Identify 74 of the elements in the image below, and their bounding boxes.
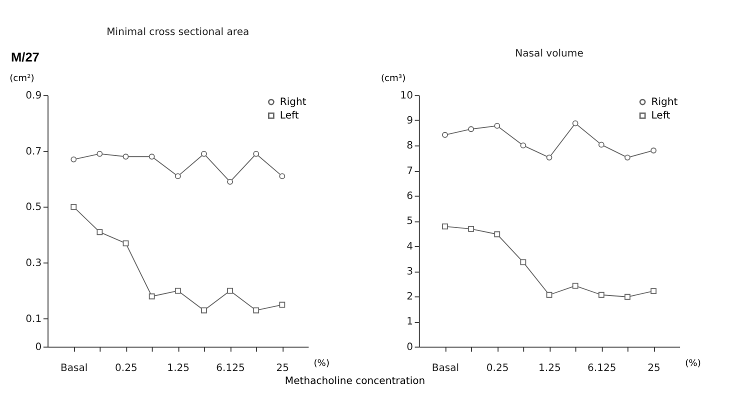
text: M/27: [10, 49, 40, 64]
y-tick-label: 3: [406, 266, 413, 278]
point: [122, 154, 129, 160]
point: [279, 302, 286, 308]
x-tick-label: 1.25: [167, 362, 190, 374]
point: [650, 288, 657, 294]
x-tick-label: 6.125: [216, 362, 245, 374]
point: [227, 178, 234, 185]
point: [598, 292, 604, 298]
point: [174, 288, 181, 294]
y-tick-label: 0: [406, 342, 413, 353]
point: [201, 150, 207, 157]
x-axis-title: Methacholine concentration: [284, 376, 426, 388]
y-tick-label: 5: [406, 216, 413, 228]
point: [546, 292, 552, 298]
chart-title: Nasal volume: [515, 48, 584, 60]
chart-title: Minimal cross sectional area: [106, 26, 250, 38]
point: [494, 122, 500, 129]
x-tick-label: 25: [276, 362, 290, 374]
text: (%): [685, 358, 701, 369]
y-tick-label: 0.7: [26, 146, 42, 158]
y-tick-label: 7: [406, 166, 413, 177]
y-axis-title: (cm²): [10, 74, 34, 84]
y-tick-label: 0.9: [26, 90, 42, 102]
y-tick-label: 9: [406, 116, 413, 127]
x-tick-label: Basal: [432, 362, 460, 374]
point: [148, 154, 155, 160]
point: [468, 226, 474, 232]
x-tick-label: 1.25: [538, 362, 561, 374]
point: [70, 204, 77, 210]
y-tick-label: 0.5: [26, 202, 42, 214]
y-tick-label: 10: [400, 90, 413, 102]
point: [520, 259, 526, 266]
point: [624, 154, 630, 160]
y-tick-label: 6: [406, 190, 413, 202]
y-tick-label: 2: [406, 292, 413, 303]
point: [227, 288, 234, 294]
y-tick-label: 0.3: [26, 258, 42, 270]
legend-label: Right: [651, 96, 678, 108]
point: [96, 150, 103, 157]
point: [253, 150, 260, 157]
legend-label: Right: [280, 96, 306, 108]
legend-label: Left: [651, 110, 670, 122]
point: [598, 142, 604, 148]
point: [148, 293, 155, 300]
x-tick-label: 0.25: [115, 362, 138, 374]
y-axis-title: (cm³): [380, 74, 406, 84]
point: [546, 154, 552, 160]
y-tick-label: 4: [406, 241, 413, 252]
point: [442, 223, 448, 230]
point: [468, 126, 474, 132]
point: [253, 307, 260, 314]
x-tick-label: 25: [648, 362, 660, 374]
text: (%): [314, 358, 330, 369]
y-tick-label: 0: [35, 342, 42, 353]
point: [201, 307, 207, 314]
point: [624, 294, 630, 300]
point: [442, 132, 448, 138]
legend-label: Left: [280, 110, 299, 122]
point: [572, 120, 578, 126]
y-tick-label: 8: [406, 140, 413, 152]
point: [279, 173, 286, 180]
point: [174, 173, 181, 180]
point: [494, 231, 500, 238]
point: [70, 156, 77, 162]
x-tick-label: Basal: [60, 362, 88, 374]
x-tick-label: 6.125: [587, 362, 616, 374]
y-tick-label: 1: [406, 316, 413, 328]
point: [520, 142, 526, 148]
point: [650, 148, 657, 154]
y-tick-label: 0.1: [26, 314, 42, 325]
point: [572, 282, 578, 289]
x-tick-label: 0.25: [486, 362, 509, 374]
point: [96, 229, 103, 236]
